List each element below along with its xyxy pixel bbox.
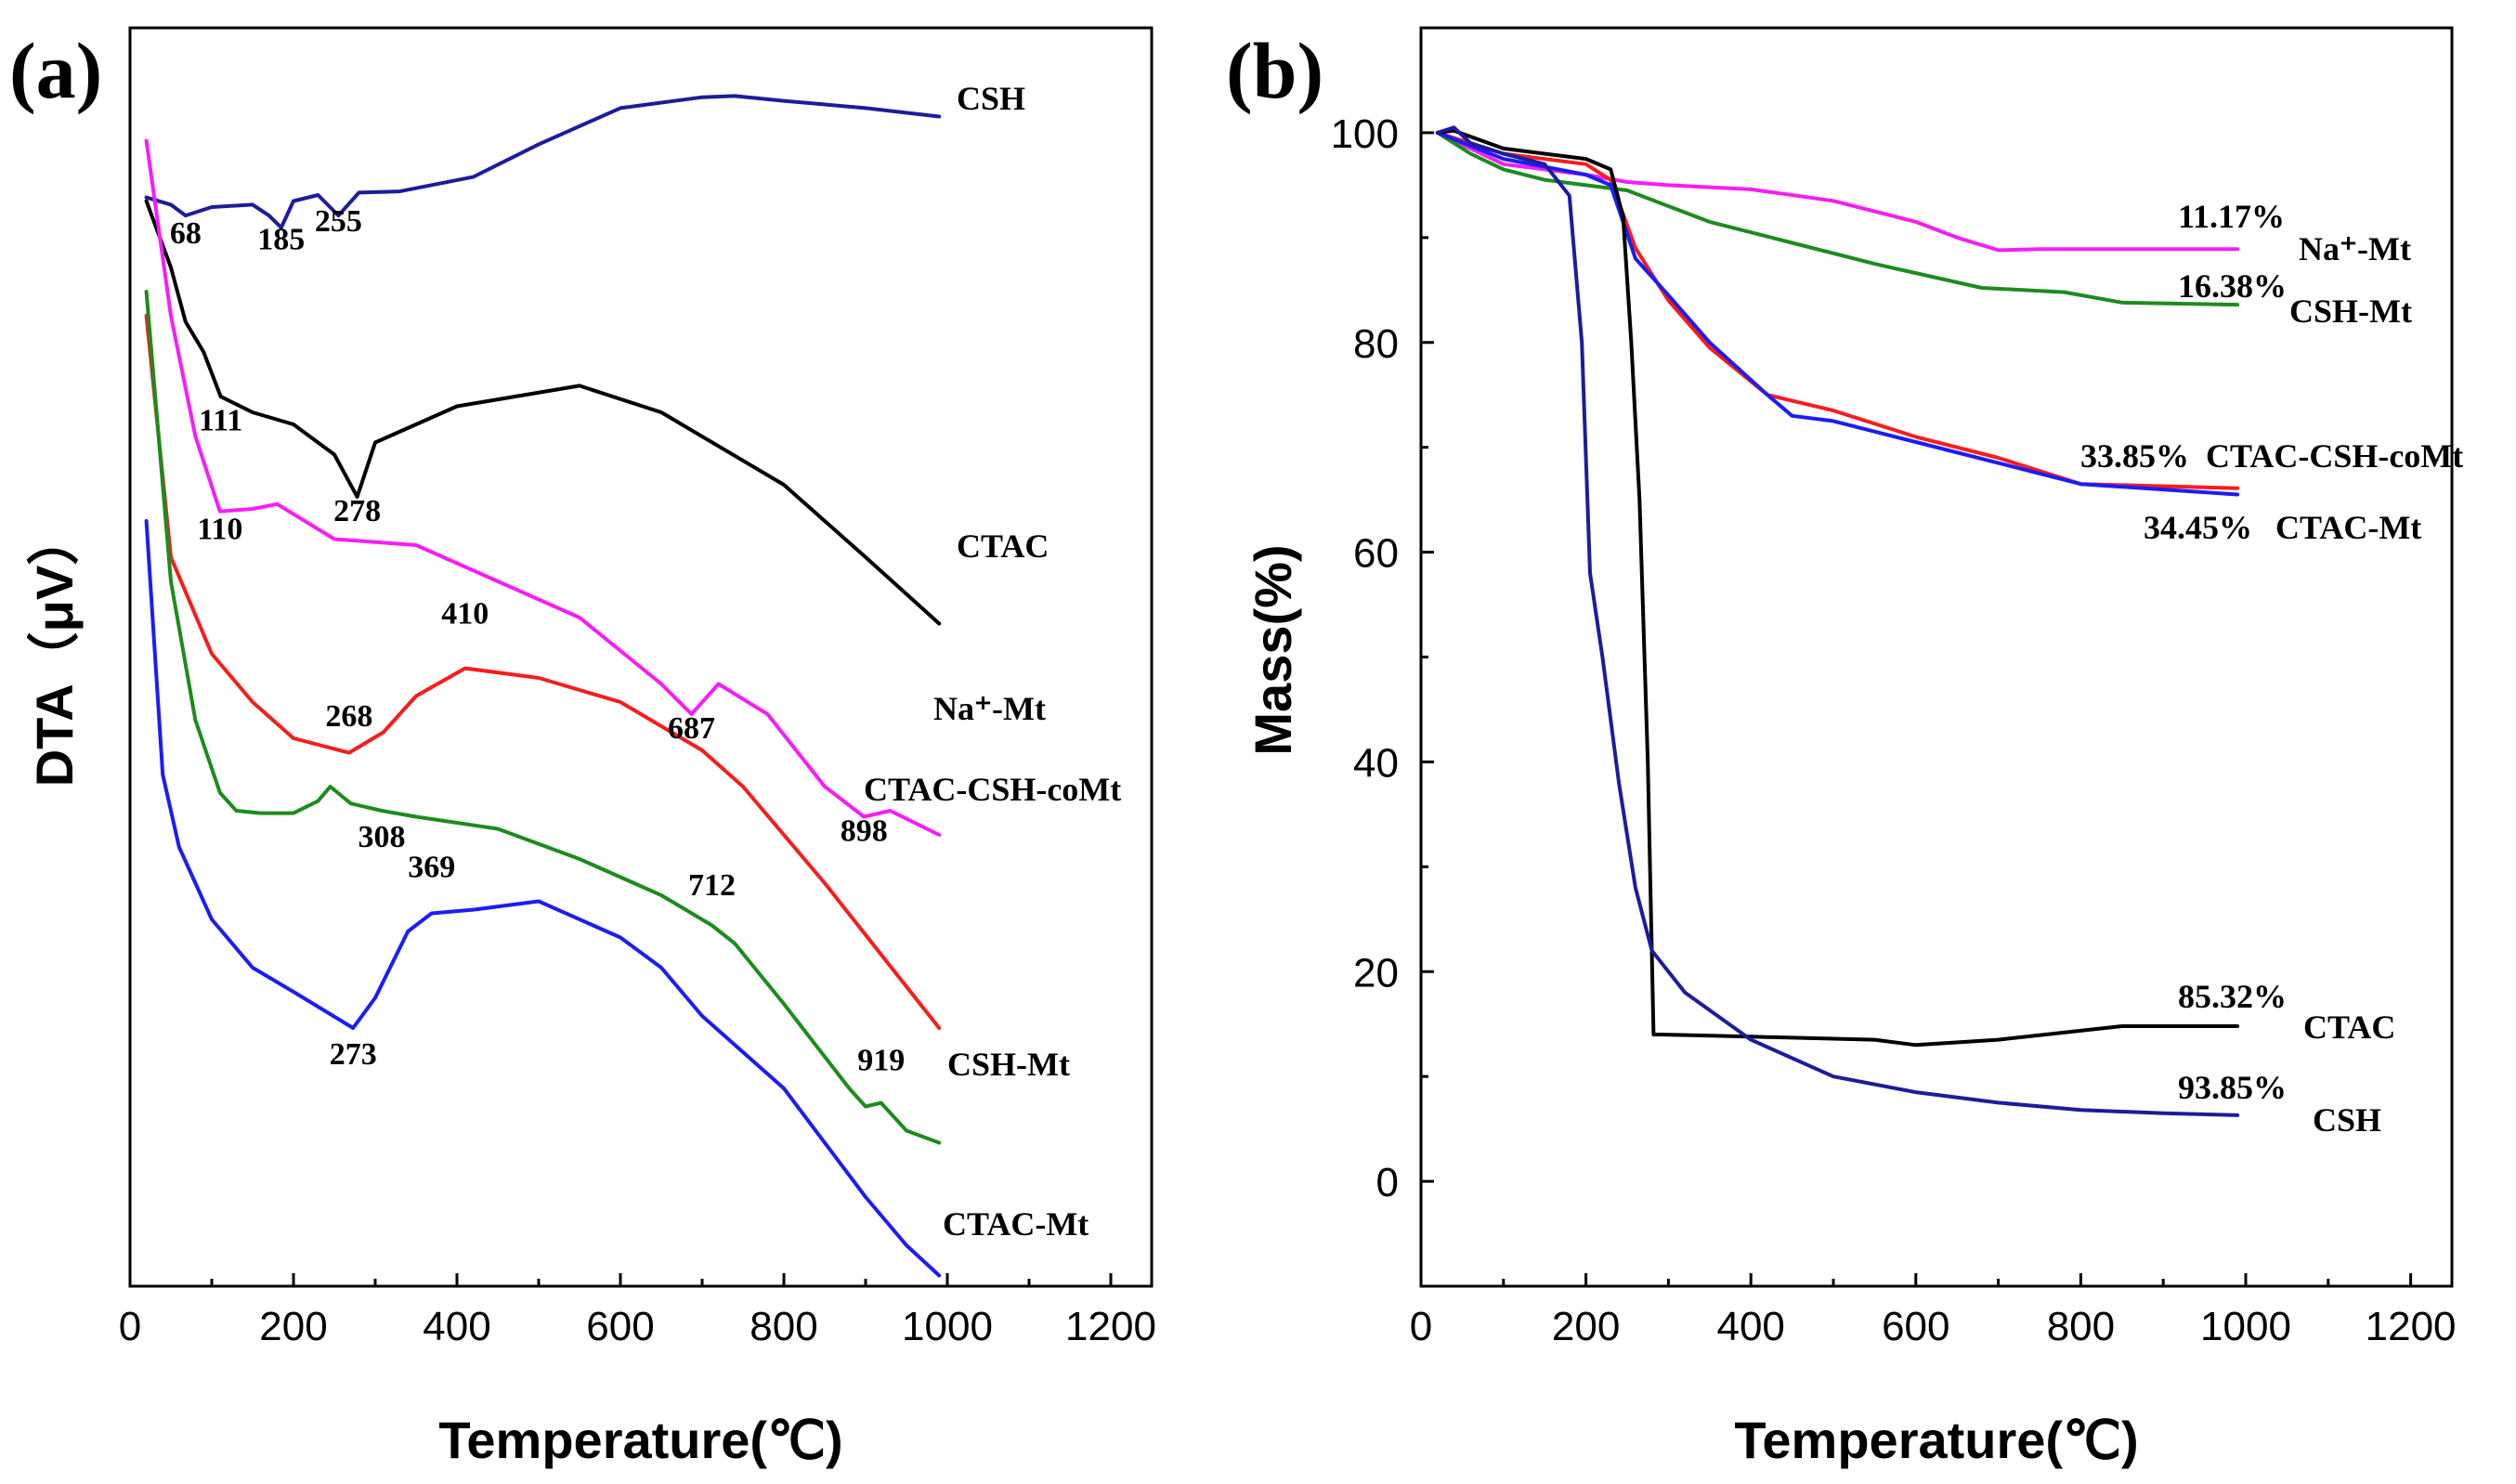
- tg-mass-loss-label: 85.32%: [2178, 978, 2287, 1015]
- tg-curve-ctac-mt: [1435, 130, 2240, 497]
- tg-panel: (b) Temperature(℃) Mass(%) 0 200 400 600 800…: [1226, 26, 2463, 1469]
- tg-series-label: CSH-Mt: [2289, 293, 2412, 330]
- dta-x-tick-label: 1200: [1065, 1304, 1156, 1349]
- panel-label-a: (a): [9, 26, 102, 115]
- tg-y-axis-title: Mass(%): [1244, 544, 1302, 755]
- dta-peak-label: 185: [257, 223, 305, 257]
- dta-series-label: CTAC: [957, 527, 1049, 565]
- tg-x-axis-title: Temperature(℃): [1734, 1411, 2138, 1469]
- tg-y-tick-label: 60: [1353, 531, 1399, 577]
- dta-peak-label: 255: [315, 204, 362, 239]
- tg-series-label: CTAC: [2303, 1009, 2395, 1046]
- tg-mass-loss-label: 33.85%: [2080, 437, 2189, 475]
- tg-mass-loss-label: 93.85%: [2178, 1069, 2287, 1106]
- dta-series-label: CTAC-CSH-coMt: [864, 771, 1121, 808]
- tg-curve-na-mt: [1435, 130, 2240, 253]
- dta-x-tick-label: 800: [750, 1304, 817, 1349]
- tg-mass-loss-label: 34.45%: [2144, 509, 2252, 546]
- dta-x-axis-title: Temperature(℃): [438, 1411, 842, 1469]
- tg-mass-loss-label: 11.17%: [2178, 198, 2285, 235]
- dta-x-tick-label: 200: [259, 1304, 327, 1349]
- dta-peak-label: 898: [841, 814, 888, 849]
- dta-plot-frame: [128, 26, 1154, 1288]
- dta-peak-label: 273: [330, 1037, 377, 1072]
- tg-y-tick-label: 40: [1353, 740, 1399, 786]
- dta-x-ticks: 0 200 400 600 800 1000 1200: [119, 1273, 1156, 1349]
- tg-plot-frame: [1419, 26, 2454, 1288]
- tg-series-label: CTAC-Mt: [2275, 509, 2421, 546]
- tg-mass-loss-label: 16.38%: [2178, 267, 2287, 305]
- tg-y-tick-label: 100: [1331, 111, 1399, 157]
- tg-x-tick-label: 200: [1552, 1304, 1620, 1349]
- dta-peak-label: 111: [199, 404, 242, 438]
- dta-peak-label: 268: [325, 699, 372, 734]
- tg-x-tick-label: 0: [1410, 1304, 1432, 1349]
- dta-peak-label: 369: [408, 851, 455, 885]
- tg-y-tick-label: 0: [1376, 1160, 1399, 1205]
- dta-curves: [144, 94, 942, 1278]
- tg-series-label: Na⁺-Mt: [2299, 230, 2411, 267]
- dta-series-label: CTAC-Mt: [943, 1205, 1089, 1243]
- tg-x-tick-label: 400: [1716, 1304, 1784, 1349]
- dta-curve-ctac-mt: [144, 519, 942, 1278]
- dta-peak-label: 68: [170, 216, 202, 251]
- tg-series-label: CTAC-CSH-coMt: [2206, 437, 2463, 475]
- dta-peak-label: 278: [333, 494, 381, 528]
- dta-curve-ctac-csh-comt: [144, 314, 942, 1030]
- dta-series-label: CSH-Mt: [947, 1046, 1070, 1083]
- tg-y-tick-label: 20: [1353, 950, 1399, 996]
- tg-y-tick-label: 80: [1353, 321, 1399, 367]
- dta-curve-ctac: [144, 199, 942, 626]
- tg-x-tick-label: 600: [1882, 1304, 1949, 1349]
- dta-series-label: Na⁺-Mt: [933, 690, 1046, 727]
- dta-x-tick-label: 400: [423, 1304, 490, 1349]
- dta-curve-csh: [144, 94, 942, 230]
- tg-x-tick-label: 1000: [2200, 1304, 2291, 1349]
- dta-peak-label: 410: [441, 597, 489, 631]
- dta-peak-label: 919: [857, 1044, 905, 1078]
- dta-y-axis-title: DTA（μV）: [25, 514, 84, 788]
- dta-x-tick-label: 1000: [902, 1304, 993, 1349]
- dta-series-labels: CSH CTAC Na⁺-Mt CTAC-CSH-coMt CSH-Mt CTAC-Mt: [864, 80, 1121, 1243]
- dta-peak-label: 110: [197, 513, 242, 547]
- dta-x-tick-label: 0: [119, 1304, 141, 1349]
- tg-curves: [1435, 125, 2240, 1117]
- dta-peak-label: 308: [358, 820, 406, 854]
- dta-peak-label: 687: [668, 711, 715, 746]
- tg-curve-csh-mt: [1435, 130, 2240, 307]
- dta-series-label: CSH: [957, 80, 1025, 117]
- tg-x-tick-label: 1200: [2366, 1304, 2457, 1349]
- dta-panel: (a) Temperature(℃) DTA（μV） 0 200 400 600 800…: [9, 26, 1156, 1469]
- tg-curve-ctac-csh-comt: [1435, 130, 2240, 490]
- tg-curve-csh: [1435, 125, 2240, 1117]
- tg-x-tick-label: 800: [2047, 1304, 2115, 1349]
- panel-label-b: (b): [1226, 26, 1323, 115]
- dta-peak-label: 712: [688, 868, 736, 903]
- dta-x-tick-label: 600: [586, 1304, 654, 1349]
- dta-peak-annotations: 68 185 255 111 278 110 410 687 268 308 898 712 369 27…: [170, 204, 905, 1078]
- dta-curve-csh-mt: [144, 290, 942, 1145]
- tg-axis-ticks: 0 200 400 600 800 1000 1200 0 20 40 60 80 100: [1331, 26, 2457, 1349]
- tg-series-label: CSH: [2313, 1101, 2381, 1139]
- tg-curve-ctac: [1435, 128, 2240, 1048]
- dta-curve-na-mt: [144, 138, 942, 837]
